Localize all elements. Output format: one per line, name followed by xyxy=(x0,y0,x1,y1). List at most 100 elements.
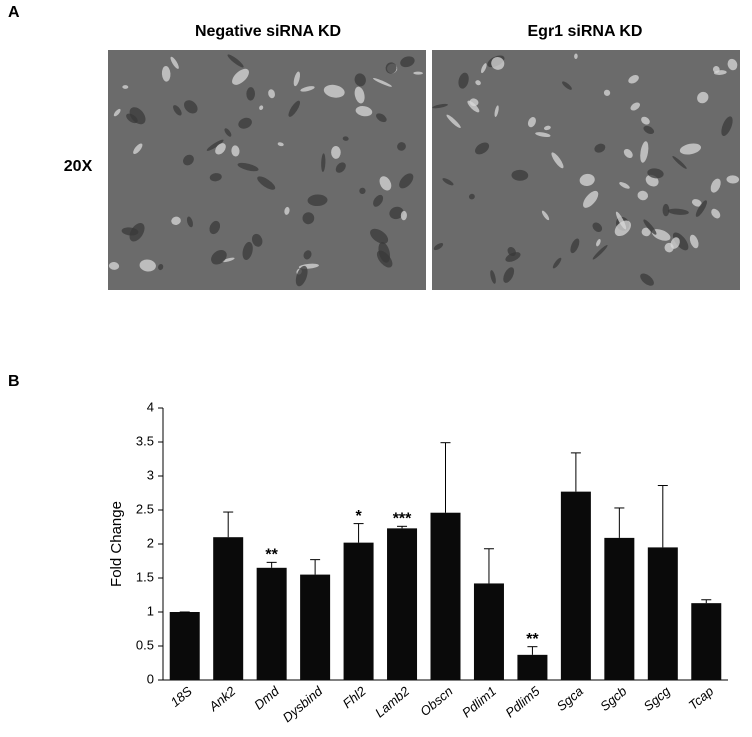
cell xyxy=(592,244,608,260)
bar xyxy=(691,603,722,680)
cell xyxy=(122,85,129,89)
x-tick-label: Sgca xyxy=(554,683,586,714)
cell xyxy=(491,56,505,70)
panel-label: B xyxy=(8,373,20,390)
significance: *** xyxy=(393,511,412,528)
cell xyxy=(670,237,680,249)
cell xyxy=(161,65,171,82)
cell xyxy=(630,102,640,111)
cell xyxy=(691,199,702,207)
cell xyxy=(697,91,709,104)
cell xyxy=(503,267,515,283)
cell xyxy=(614,220,631,237)
cell xyxy=(637,190,649,201)
cell xyxy=(215,143,226,155)
cell xyxy=(108,262,120,270)
x-tick-label: Obscn xyxy=(417,683,455,719)
x-tick-label: Dmd xyxy=(251,683,282,713)
cell xyxy=(721,116,733,136)
panel-label: A xyxy=(8,4,20,21)
cell xyxy=(257,176,276,190)
cell xyxy=(640,141,649,163)
cell xyxy=(643,125,655,135)
x-tick-label: Sgcg xyxy=(641,683,674,714)
cell xyxy=(505,252,521,262)
cell xyxy=(385,62,397,74)
bar xyxy=(647,547,678,680)
bar xyxy=(300,574,331,680)
row-label: 20X xyxy=(64,158,93,175)
cell xyxy=(302,212,315,225)
cell xyxy=(113,108,121,117)
cell xyxy=(689,234,699,249)
cell xyxy=(695,200,707,217)
cell xyxy=(442,178,454,186)
cell xyxy=(307,194,328,207)
bar xyxy=(343,542,374,680)
cell xyxy=(376,113,387,123)
cell xyxy=(242,241,253,260)
cell xyxy=(527,117,536,128)
cell xyxy=(268,89,275,99)
cell xyxy=(224,128,232,137)
cell xyxy=(373,194,384,207)
cell xyxy=(211,249,227,265)
x-tick-label: Pdlim5 xyxy=(502,683,543,721)
image-title: Egr1 siRNA KD xyxy=(528,23,643,40)
bar xyxy=(213,537,244,680)
cells xyxy=(108,53,740,287)
significance: * xyxy=(355,508,362,525)
cell xyxy=(323,84,345,98)
bar xyxy=(473,583,504,680)
significance: ** xyxy=(265,547,278,564)
cell xyxy=(662,203,670,217)
cell xyxy=(592,222,603,233)
cell xyxy=(129,222,145,242)
cell xyxy=(647,168,664,179)
cell xyxy=(342,136,349,141)
cell xyxy=(171,216,181,225)
cell xyxy=(321,153,326,172)
cell xyxy=(433,243,444,251)
y-tick-label: 1.5 xyxy=(136,569,154,584)
cell xyxy=(475,80,481,86)
cell xyxy=(672,232,689,251)
cell xyxy=(183,154,194,166)
bar xyxy=(256,567,287,680)
cell xyxy=(300,86,315,92)
cell xyxy=(596,239,601,247)
y-tick-label: 1 xyxy=(147,603,154,618)
cell xyxy=(712,66,720,73)
cell xyxy=(643,219,657,235)
cell xyxy=(641,227,651,237)
cell xyxy=(570,238,580,254)
cell xyxy=(293,71,301,87)
bar xyxy=(560,491,591,680)
cell xyxy=(413,71,423,75)
cell xyxy=(711,208,721,219)
cell xyxy=(158,263,164,271)
cell xyxy=(562,81,572,90)
cell xyxy=(400,56,415,68)
y-tick-label: 3.5 xyxy=(136,433,154,448)
cell xyxy=(583,190,599,208)
cell xyxy=(277,142,284,147)
cell xyxy=(458,72,469,89)
cell xyxy=(170,56,179,69)
y-tick-label: 0 xyxy=(147,671,154,686)
bar xyxy=(169,612,200,680)
cell xyxy=(628,75,639,84)
micrograph xyxy=(108,50,426,290)
x-tick-label: 18S xyxy=(168,683,196,710)
x-tick-label: Dysbind xyxy=(280,683,326,725)
cell xyxy=(552,257,562,269)
cell xyxy=(432,103,448,109)
y-tick-label: 2.5 xyxy=(136,501,154,516)
cell xyxy=(139,259,156,272)
cell xyxy=(259,105,264,111)
cell xyxy=(373,78,392,87)
cell xyxy=(579,173,595,186)
cell xyxy=(603,89,611,96)
y-tick-label: 2 xyxy=(147,535,154,550)
